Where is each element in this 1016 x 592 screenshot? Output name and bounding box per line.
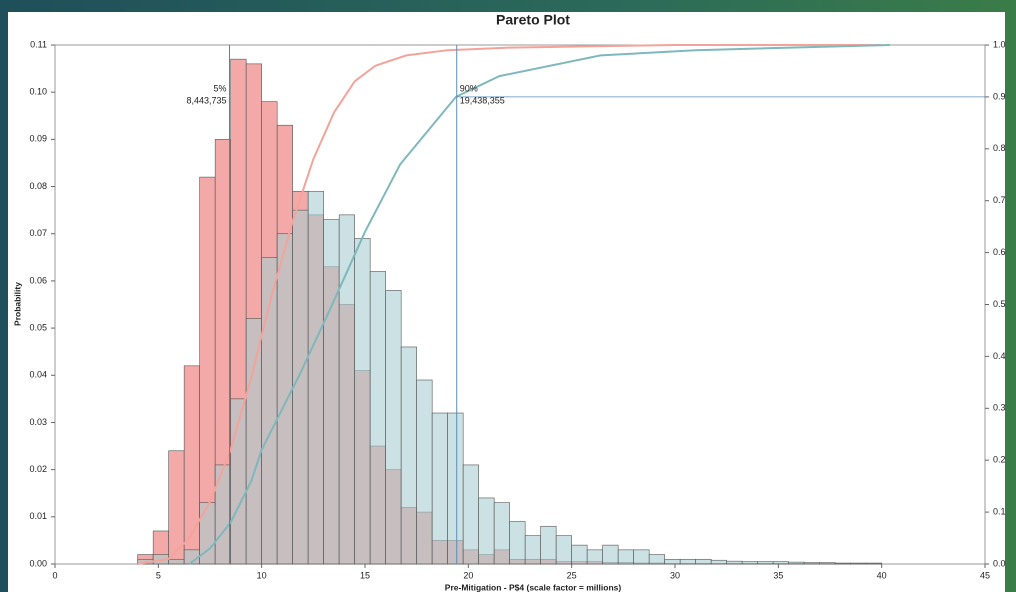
y2-tick-label: 0.4 <box>993 351 1006 361</box>
x-tick-label: 15 <box>360 570 370 580</box>
y-tick-label: 0.01 <box>29 511 47 521</box>
cumulative-line <box>137 44 882 565</box>
histogram-bar <box>524 535 541 565</box>
y2-tick-label: 0.1 <box>993 506 1006 516</box>
histogram-bar <box>323 219 340 565</box>
histogram-bar <box>416 379 433 565</box>
y-axis-label: Probability <box>12 282 22 326</box>
histogram-bar <box>555 535 572 565</box>
histogram-bar <box>385 290 402 565</box>
histogram-bar <box>571 544 588 565</box>
y-tick-label: 0.00 <box>29 558 47 568</box>
x-tick-label: 10 <box>257 570 267 580</box>
histogram-bar <box>354 238 371 565</box>
x-tick-label: 30 <box>670 570 680 580</box>
y-tick-label: 0.03 <box>29 417 47 427</box>
y-tick-label: 0.04 <box>29 370 47 380</box>
histogram-bar <box>307 190 324 565</box>
histogram-bar <box>648 554 665 565</box>
y-tick-label: 0.08 <box>29 181 47 191</box>
x-tick-label: 0 <box>52 570 57 580</box>
histogram-bar <box>695 558 712 565</box>
y2-tick-label: 0.6 <box>993 247 1006 257</box>
histogram-bar <box>214 464 231 565</box>
x-tick-label: 20 <box>463 570 473 580</box>
histogram-bar <box>788 561 805 565</box>
histogram-bar <box>431 412 448 565</box>
histogram-bar <box>478 497 495 565</box>
y2-tick-label: 0.9 <box>993 91 1006 101</box>
histogram-bar <box>276 233 293 565</box>
marker-percent-label: 90% <box>460 83 478 93</box>
histogram-bar <box>338 214 355 565</box>
histogram-bar <box>586 549 603 565</box>
y2-tick-label: 0.0 <box>993 558 1006 568</box>
histogram-bar <box>447 412 464 565</box>
x-tick-label: 25 <box>567 570 577 580</box>
histogram-bar <box>633 549 650 565</box>
y2-tick-label: 0.5 <box>993 299 1006 309</box>
histogram-bar <box>772 561 789 565</box>
histogram-bar <box>540 525 557 565</box>
histogram-bar <box>617 549 634 565</box>
histogram-bar <box>757 561 774 565</box>
histogram-bar <box>602 544 619 565</box>
marker-value-label: 8,443,735 <box>186 95 226 105</box>
y-tick-label: 0.05 <box>29 322 47 332</box>
y-tick-label: 0.11 <box>30 39 47 49</box>
histogram-bar <box>168 450 185 565</box>
histogram-bar <box>292 209 309 565</box>
x-axis-label: Pre-Mitigation - P$4 (scale factor = mil… <box>445 582 622 592</box>
y2-tick-label: 0.7 <box>993 195 1006 205</box>
histogram-bar <box>369 271 386 565</box>
histogram-bar <box>509 521 526 565</box>
histogram-bar <box>400 346 417 565</box>
y-tick-label: 0.07 <box>29 228 47 238</box>
x-tick-label: 45 <box>980 570 990 580</box>
histogram-bar <box>865 562 882 565</box>
x-tick-label: 5 <box>156 570 161 580</box>
histogram-bar <box>726 560 743 565</box>
y2-tick-label: 0.8 <box>993 143 1006 153</box>
histogram-bar <box>168 558 185 565</box>
histogram-bar <box>803 562 820 565</box>
histogram-bar <box>462 464 479 565</box>
y-tick-label: 0.06 <box>29 275 47 285</box>
histogram-bar <box>679 558 696 565</box>
x-tick-label: 35 <box>773 570 783 580</box>
histogram-bar <box>819 562 836 565</box>
histogram-bar <box>493 502 510 565</box>
y-tick-label: 0.09 <box>29 134 47 144</box>
chart-title: Pareto Plot <box>496 12 570 28</box>
histogram-bar <box>710 559 727 565</box>
marker-value-label: 19,438,355 <box>460 95 505 105</box>
y-tick-label: 0.10 <box>29 87 47 97</box>
y-tick-label: 0.02 <box>29 464 47 474</box>
histogram-bar <box>741 561 758 565</box>
histogram-bar <box>245 318 262 565</box>
histogram-bar <box>664 558 681 565</box>
y2-tick-label: 0.2 <box>993 455 1006 465</box>
histogram-bar <box>834 562 851 565</box>
marker-percent-label: 5% <box>213 83 226 93</box>
y2-tick-label: 1.0 <box>993 39 1006 49</box>
cumulative-line <box>188 44 890 565</box>
y2-tick-label: 0.3 <box>993 403 1006 413</box>
x-tick-label: 40 <box>877 570 887 580</box>
histogram-bar <box>850 562 867 565</box>
